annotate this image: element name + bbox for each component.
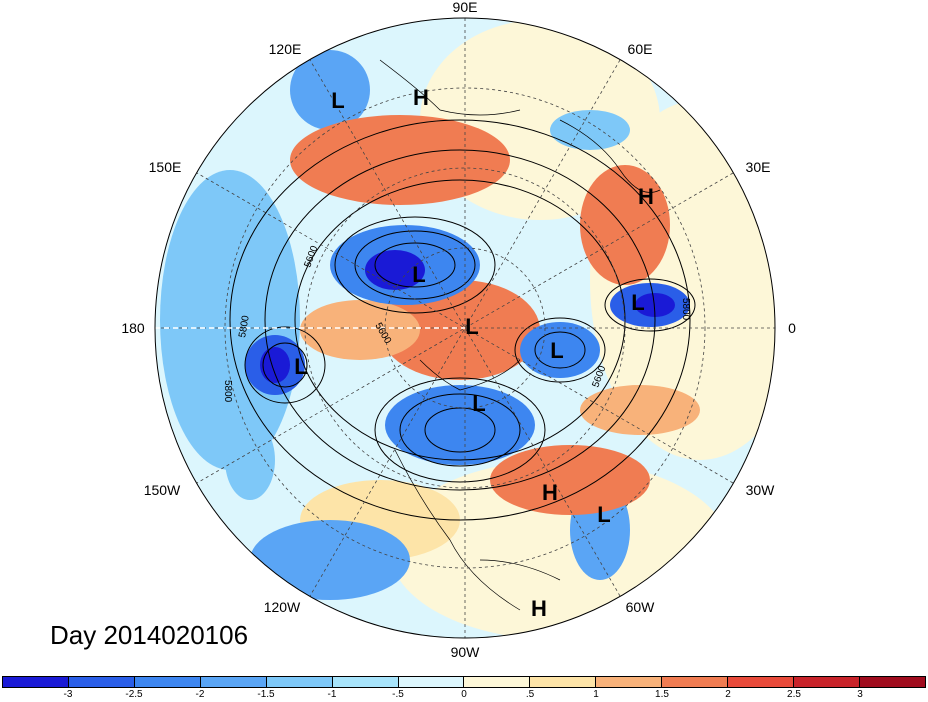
map-border [154,17,776,639]
colorbar-tick-label: 2.5 [787,689,801,700]
colorbar-tick-label: -1.5 [257,689,275,700]
low-label: L [331,88,344,113]
colorbar [2,676,926,688]
colorbar-swatch [859,677,925,687]
lon-label: 30E [746,159,771,175]
colorbar-tick-label: 1 [593,689,599,700]
high-label: H [413,85,429,110]
high-label: H [531,596,547,621]
low-label: L [294,354,307,379]
lon-label: 150E [149,159,182,175]
high-label: H [542,480,558,505]
colorbar-tick-label: -3 [63,689,73,700]
low-label: L [631,290,644,315]
colorbar-swatch [464,677,531,687]
anomaly-field [155,18,775,638]
lon-label: 0 [788,320,796,336]
colorbar-swatch [68,677,135,687]
colorbar-swatch [398,677,465,687]
height-contours [229,119,696,521]
colorbar-tick-label: 3 [857,689,863,700]
colorbar-tick-label: 0 [461,689,467,700]
colorbar-tick-label: .5 [525,689,535,700]
lon-label: 150W [144,482,181,498]
contour-label: 5800 [680,298,691,321]
low-label: L [597,502,610,527]
colorbar-swatch [794,677,860,687]
colorbar-tick-label: -2 [195,689,205,700]
coastlines [379,59,661,611]
lon-label: 120E [269,41,302,57]
colorbar-tick-label: 2 [725,689,731,700]
colorbar-swatch [530,677,597,687]
pressure-system-labels: L H H L L L L L L H L H [294,85,654,621]
lon-label: 90E [453,0,478,15]
colorbar-tick-label: -2.5 [125,689,143,700]
colorbar-ticks: -3 -2.5 -2 -1.5 -1 -.5 0 .5 1 1.5 2 2.5 3 [2,689,926,702]
colorbar-swatch [662,677,729,687]
lon-label: 90W [451,644,481,660]
longitude-labels: 90E 60E 30E 0 30W 60W 90W 120W 150W 180 … [121,0,796,660]
colorbar-tick-label: 1.5 [655,689,669,700]
polar-map: 90E 60E 30E 0 30W 60W 90W 120W 150W 180 … [121,0,796,660]
low-label: L [412,262,425,287]
contour-label: 5800 [237,314,252,338]
lon-label: 60W [626,599,656,615]
colorbar-swatch [200,677,267,687]
graticule [155,18,775,638]
lon-label: 60E [628,41,653,57]
low-label: L [550,338,563,363]
colorbar-swatch [3,677,69,687]
colorbar-swatch [596,677,663,687]
low-label: L [465,314,478,339]
contour-label: 5800 [222,380,233,403]
lon-label: 120W [264,599,301,615]
high-label: H [638,184,654,209]
lon-label: 30W [746,482,776,498]
lon-label: 180 [121,320,145,336]
low-label: L [472,391,485,416]
colorbar-swatch [728,677,795,687]
colorbar-tick-label: -.5 [392,689,404,700]
colorbar-tick-label: -1 [327,689,337,700]
colorbar-swatch [134,677,201,687]
colorbar-swatch [266,677,333,687]
date-title: Day 2014020106 [50,620,249,650]
colorbar-swatch [332,677,399,687]
